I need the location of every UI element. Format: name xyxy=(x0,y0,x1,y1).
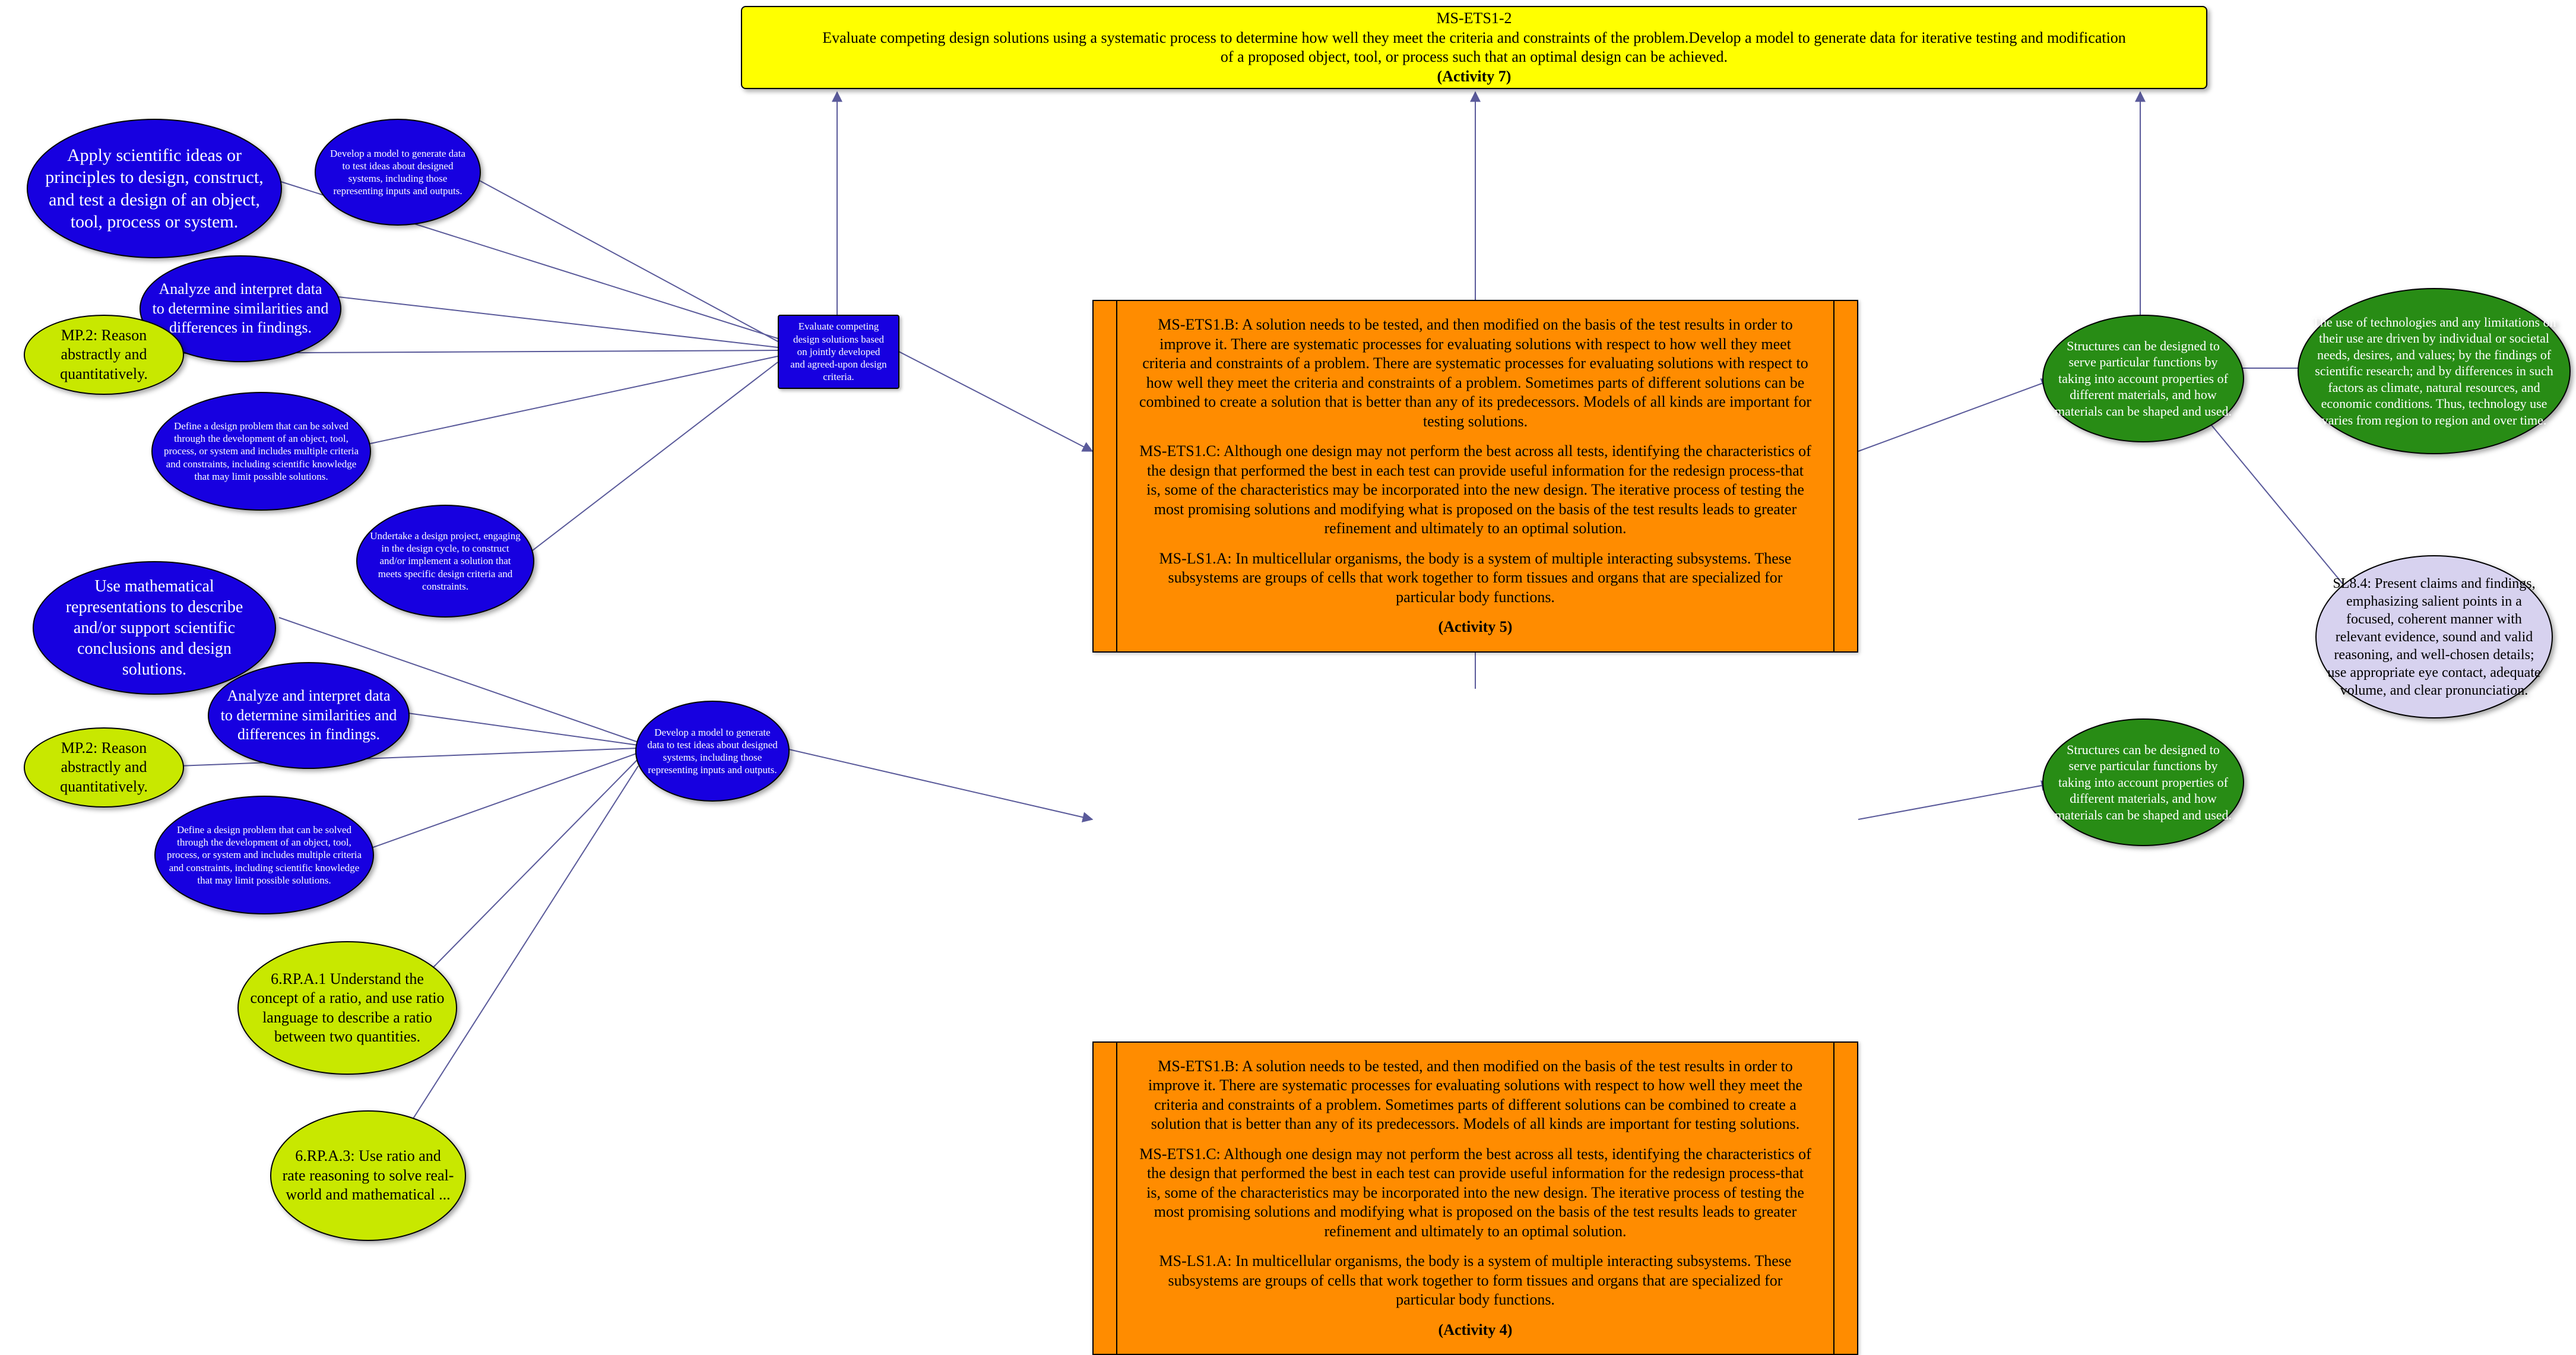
pe-body: Evaluate competing design solutions usin… xyxy=(821,29,2127,67)
dci-a5-activity: (Activity 5) xyxy=(1139,618,1812,637)
dci-a4-p2: MS-ETS1.C: Although one design may not p… xyxy=(1139,1145,1812,1242)
math-rp-a1: 6.RP.A.1 Understand the concept of a rat… xyxy=(237,941,457,1075)
dci-activity-5: MS-ETS1.B: A solution needs to be tested… xyxy=(1092,300,1858,653)
pe-standard-box: MS-ETS1-2 Evaluate competing design solu… xyxy=(741,6,2207,89)
practice-undertake: Undertake a design project, engaging in … xyxy=(356,505,534,618)
ccc-structures-2: Structures can be designed to serve part… xyxy=(2042,718,2244,846)
math-rp-a3: 6.RP.A.3: Use ratio and rate reasoning t… xyxy=(270,1110,466,1241)
practice-math: Use mathematical representations to desc… xyxy=(33,561,276,695)
dci-a4-p3: MS-LS1.A: In multicellular organisms, th… xyxy=(1139,1252,1812,1310)
practice-analyze-2: Analyze and interpret data to determine … xyxy=(208,662,410,769)
practice-define-2: Define a design problem that can be solv… xyxy=(154,796,374,914)
ccc-structures-1: Structures can be designed to serve part… xyxy=(2042,315,2244,442)
practice-hub-model: Develop a model to generate data to test… xyxy=(635,701,790,802)
dci-a5-p1: MS-ETS1.B: A solution needs to be tested… xyxy=(1139,315,1812,431)
dci-a5-p2: MS-ETS1.C: Although one design may not p… xyxy=(1139,442,1812,539)
practice-hub-evaluate: Evaluate competing design solutions base… xyxy=(778,315,899,389)
dci-a4-p1: MS-ETS1.B: A solution needs to be tested… xyxy=(1139,1057,1812,1134)
ela-sl84: SL8.4: Present claims and findings, emph… xyxy=(2315,555,2553,718)
math-mp2-b: MP.2: Reason abstractly and quantitative… xyxy=(24,727,184,808)
math-mp2-a: MP.2: Reason abstractly and quantitative… xyxy=(24,315,184,395)
ccc-technology: The use of technologies and any limitati… xyxy=(2298,288,2571,454)
practice-define-1: Define a design problem that can be solv… xyxy=(151,392,371,511)
practice-apply: Apply scientific ideas or principles to … xyxy=(27,119,282,258)
practice-model-small: Develop a model to generate data to test… xyxy=(315,119,481,226)
dci-activity-4: MS-ETS1.B: A solution needs to be tested… xyxy=(1092,1041,1858,1355)
dci-a5-p3: MS-LS1.A: In multicellular organisms, th… xyxy=(1139,549,1812,607)
pe-title: MS-ETS1-2 xyxy=(1436,9,1512,29)
pe-activity: (Activity 7) xyxy=(1437,67,1512,87)
dci-a4-activity: (Activity 4) xyxy=(1139,1321,1812,1340)
